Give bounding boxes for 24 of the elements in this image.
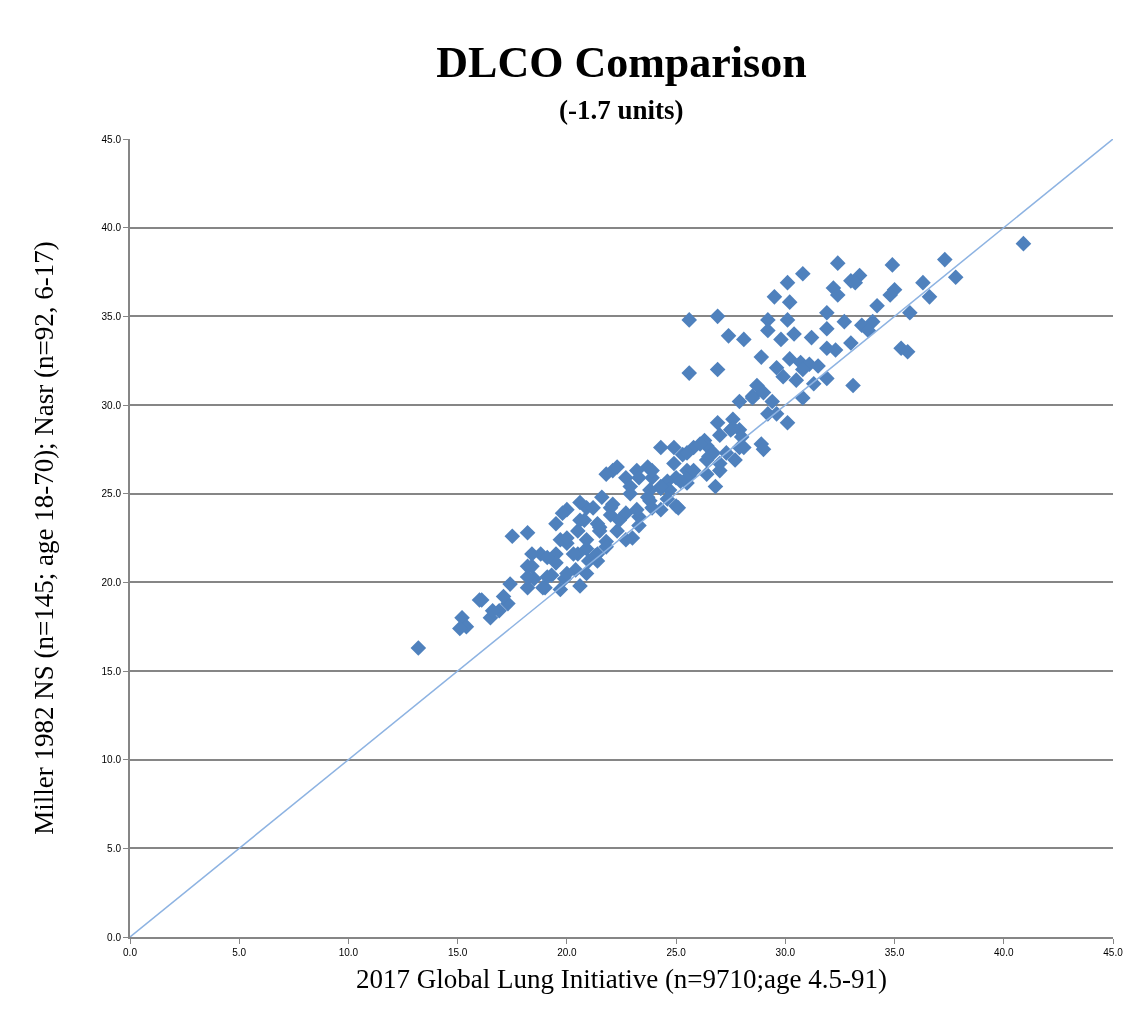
y-tick-label: 5.0 [107, 842, 122, 854]
x-tick-label: 45.0 [1103, 947, 1124, 958]
x-tick-label: 15.0 [447, 947, 468, 958]
y-axis-title: Miller 1982 NS (n=145; age 18-70); Nasr (n=92, 6-17) [29, 241, 60, 835]
x-tick-label: 20.0 [557, 947, 578, 958]
y-tick-label: 25.0 [101, 488, 122, 500]
y-tick-label: 10.0 [101, 754, 122, 766]
chart-subtitle: (-1.7 units) [559, 95, 684, 125]
x-tick-label: 30.0 [775, 947, 796, 958]
y-tick-label: 20.0 [101, 576, 122, 588]
y-tick-label: 0.0 [107, 931, 122, 943]
x-axis-title: 2017 Global Lung Initiative (n=9710;age 4.5-91) [355, 963, 888, 994]
x-tick-label: 5.0 [232, 947, 247, 958]
y-tick-label: 40.0 [101, 222, 122, 234]
x-tick-label: 25.0 [666, 947, 687, 958]
x-tick-label: 40.0 [994, 947, 1014, 958]
x-tick-label: 10.0 [338, 947, 359, 958]
y-tick-label: 15.0 [101, 665, 122, 677]
y-tick-label: 35.0 [101, 310, 122, 322]
chart-title: DLCO Comparison [436, 38, 807, 88]
x-tick-label: 0.0 [123, 947, 138, 958]
x-tick-label: 35.0 [884, 947, 905, 958]
y-tick-label: 45.0 [101, 133, 122, 145]
y-tick-label: 30.0 [101, 399, 122, 411]
